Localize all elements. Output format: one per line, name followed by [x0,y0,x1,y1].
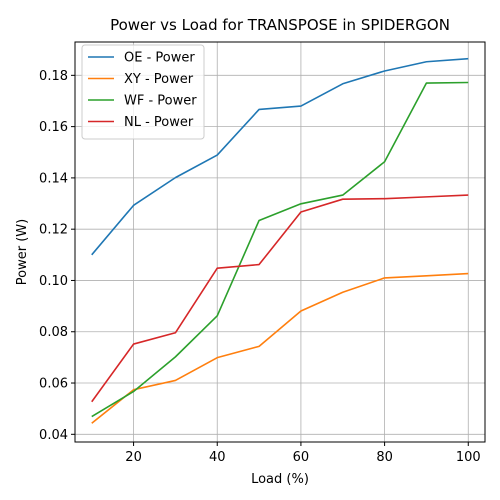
legend-entry: OE - Power [124,51,195,66]
y-tick-label: 0.10 [39,274,68,289]
axis-ticks: 20 40 60 80 100 0.04 0.06 0.08 0.10 0.12 0.14 0.16 0… [39,69,481,465]
series-line-1 [91,272,469,424]
x-tick-label: 80 [376,450,393,465]
y-tick-label: 0.16 [39,120,68,135]
legend-box [81,44,205,140]
series-line-3 [91,194,469,403]
y-tick-label: 0.12 [39,223,68,238]
x-tick-label: 60 [293,450,310,465]
y-tick-label: 0.18 [39,69,68,84]
series-lines [91,57,469,424]
x-tick-label: 40 [209,450,226,465]
y-tick-label: 0.08 [39,325,68,340]
legend-entry: WF - Power [124,94,197,109]
x-tick-label: 100 [456,450,481,465]
legend: OE - Power XY - Power WF - Power NL - Power [81,44,205,140]
y-tick-label: 0.04 [39,428,68,443]
legend-entry: NL - Power [124,115,194,130]
x-axis-label: Load (%) [251,472,309,487]
series-line-0 [91,57,469,256]
plot-frame [74,41,486,443]
series-line-2 [91,81,469,418]
y-tick-label: 0.06 [39,377,68,392]
chart-title: Power vs Load for TRANSPOSE in SPIDERGON [110,16,450,34]
y-tick-label: 0.14 [39,171,68,186]
y-axis-label: Power (W) [15,219,30,285]
legend-entry: XY - Power [124,72,194,87]
x-tick-label: 20 [125,450,142,465]
